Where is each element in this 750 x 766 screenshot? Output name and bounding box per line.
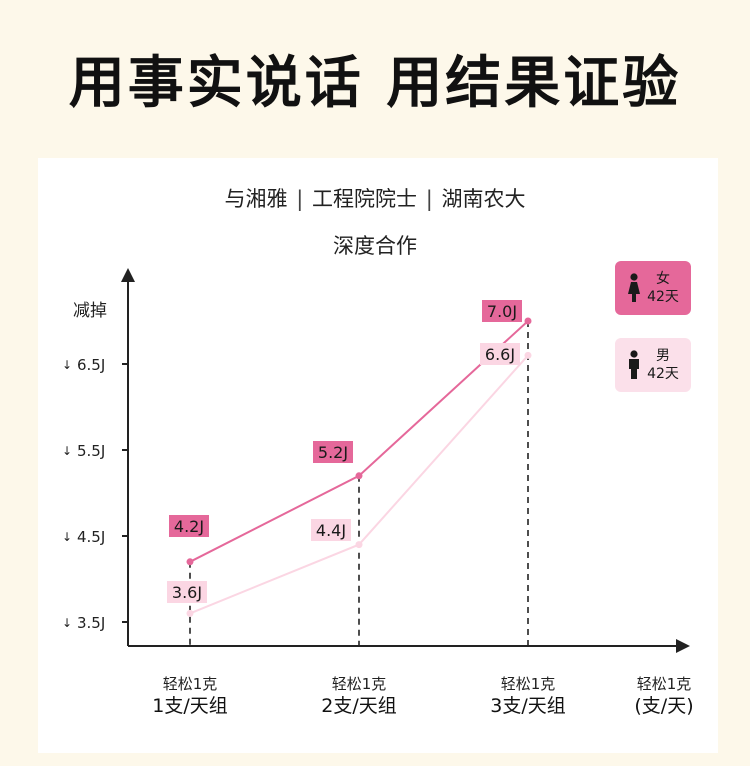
x-category-top: 轻松1克 — [501, 675, 556, 693]
partner-academician: 工程院院士 — [312, 187, 417, 211]
series-male-point — [355, 541, 363, 549]
series-male-point — [186, 609, 194, 617]
x-category-label: 2支/天组 — [321, 695, 397, 717]
male-person-icon — [629, 350, 640, 379]
y-tick-arrow: ↓ — [62, 530, 72, 544]
y-tick-label: 3.5J — [77, 614, 105, 632]
partner-separator: | — [296, 187, 304, 211]
series-male-line — [189, 354, 529, 615]
y-tick-arrow: ↓ — [62, 444, 72, 458]
headline: 用事实说话 用结果证验 — [68, 51, 682, 116]
legend-male-days: 42天 — [647, 366, 679, 382]
x-category-top: 轻松1克 — [332, 675, 387, 693]
female-data-label: 5.2J — [318, 443, 348, 462]
male-data-label: 3.6J — [172, 583, 202, 602]
partner-separator: | — [425, 187, 433, 211]
series-female-point — [355, 472, 363, 480]
y-tick-arrow: ↓ — [62, 358, 72, 372]
x-unit-label: (支/天) — [634, 695, 693, 717]
female-data-label-bg — [313, 441, 353, 463]
partner-line: 与湘雅 | 工程院院士 | 湖南农大 — [0, 183, 750, 213]
partner-hunan-agri: 湖南农大 — [441, 187, 526, 211]
y-tick-arrow: ↓ — [62, 616, 72, 630]
male-data-label: 4.4J — [316, 521, 346, 540]
female-data-label-bg — [482, 300, 522, 322]
female-person-icon — [628, 273, 641, 302]
partner-xiangya: 与湘雅 — [224, 187, 288, 211]
female-data-label: 4.2J — [174, 517, 204, 536]
legend-male: 男 42天 — [615, 338, 691, 392]
male-data-label-bg — [480, 343, 520, 365]
female-data-label: 7.0J — [487, 302, 517, 321]
y-tick-label: 6.5J — [77, 356, 105, 374]
x-axis-arrow — [676, 639, 690, 653]
y-axis-label: 减掉 — [73, 301, 107, 321]
male-data-label: 6.6J — [485, 345, 515, 364]
series-female-point — [524, 317, 532, 325]
chart-subtitle: 深度合作 — [333, 234, 417, 258]
series-male-point — [524, 351, 532, 359]
x-category-top: 轻松1克 — [163, 675, 218, 693]
series-female-point — [186, 558, 194, 566]
y-tick-label: 4.5J — [77, 528, 105, 546]
legend-male-gender: 男 — [655, 348, 670, 364]
y-axis-arrow — [121, 268, 135, 282]
male-data-label-bg — [167, 581, 207, 603]
female-data-label-bg — [169, 515, 209, 537]
legend-female: 女 42天 — [615, 261, 691, 315]
x-category-label: 3支/天组 — [490, 695, 566, 717]
x-category-label: 1支/天组 — [152, 695, 228, 717]
x-unit-top: 轻松1克 — [637, 675, 692, 693]
male-data-label-bg — [311, 519, 351, 541]
legend-female-days: 42天 — [647, 289, 679, 305]
chart-card — [38, 158, 718, 753]
legend-female-gender: 女 — [655, 271, 670, 287]
y-tick-label: 5.5J — [77, 442, 105, 460]
